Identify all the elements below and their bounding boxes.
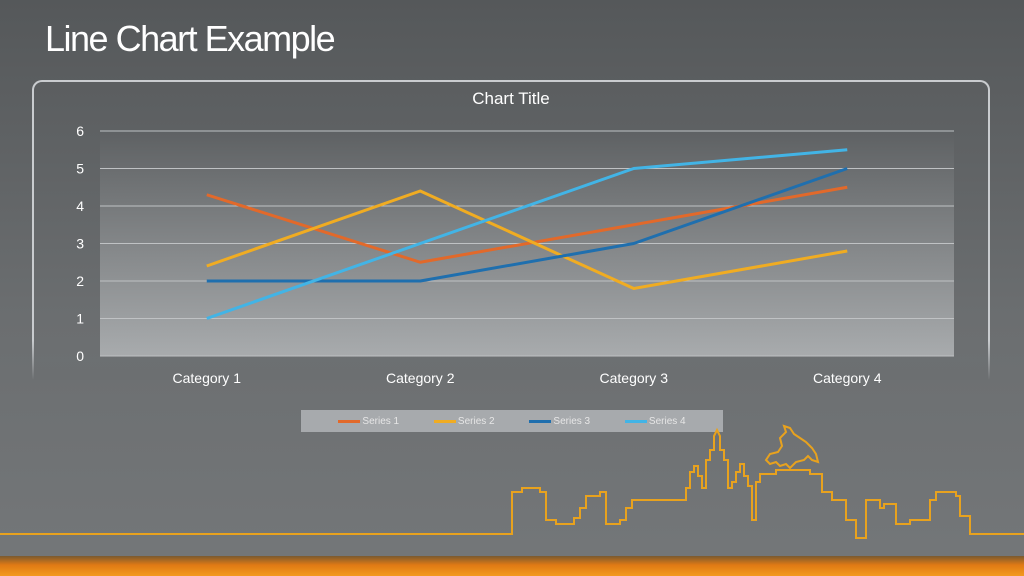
series-line-2 — [206, 189, 848, 290]
y-tick-label: 0 — [76, 348, 84, 364]
chart-legend: Series 1 Series 2 Series 3 Series 4 — [301, 410, 723, 432]
city-skyline-decoration — [0, 424, 1024, 539]
legend-item-series-1: Series 1 — [338, 416, 399, 427]
chart-title: Chart Title — [472, 89, 549, 108]
legend-item-series-4: Series 4 — [624, 415, 686, 427]
skyline-outline — [0, 427, 1024, 539]
legend-item-series-3: Series 3 — [529, 416, 590, 427]
y-tick-label: 2 — [76, 273, 84, 289]
x-tick-label: Category 1 — [173, 370, 242, 386]
x-tick-label: Category 4 — [813, 370, 882, 386]
y-tick-label: 3 — [76, 236, 84, 252]
legend-item-series-2: Series 2 — [433, 415, 495, 427]
bottom-accent-bar — [0, 556, 1024, 576]
x-tick-label: Category 3 — [600, 370, 669, 386]
legend-label-series-3: Series 3 — [553, 415, 591, 427]
y-tick-label: 5 — [76, 161, 84, 177]
slide-title: Line Chart Example — [45, 18, 336, 59]
x-tick-label: Category 2 — [386, 370, 455, 386]
legend-swatch-series-2 — [433, 419, 456, 423]
horse-statue-icon — [764, 424, 820, 470]
legend-label-series-1: Series 1 — [362, 415, 400, 427]
legend-swatch-series-3 — [529, 419, 552, 423]
y-tick-label: 6 — [76, 123, 84, 139]
legend-label-series-2: Series 2 — [457, 415, 495, 427]
legend-swatch-series-1 — [338, 419, 361, 423]
legend-swatch-series-4 — [624, 419, 647, 423]
legend-label-series-4: Series 4 — [648, 415, 686, 427]
y-tick-label: 4 — [76, 198, 84, 214]
y-tick-label: 1 — [76, 311, 84, 327]
series-line-4 — [206, 148, 848, 320]
